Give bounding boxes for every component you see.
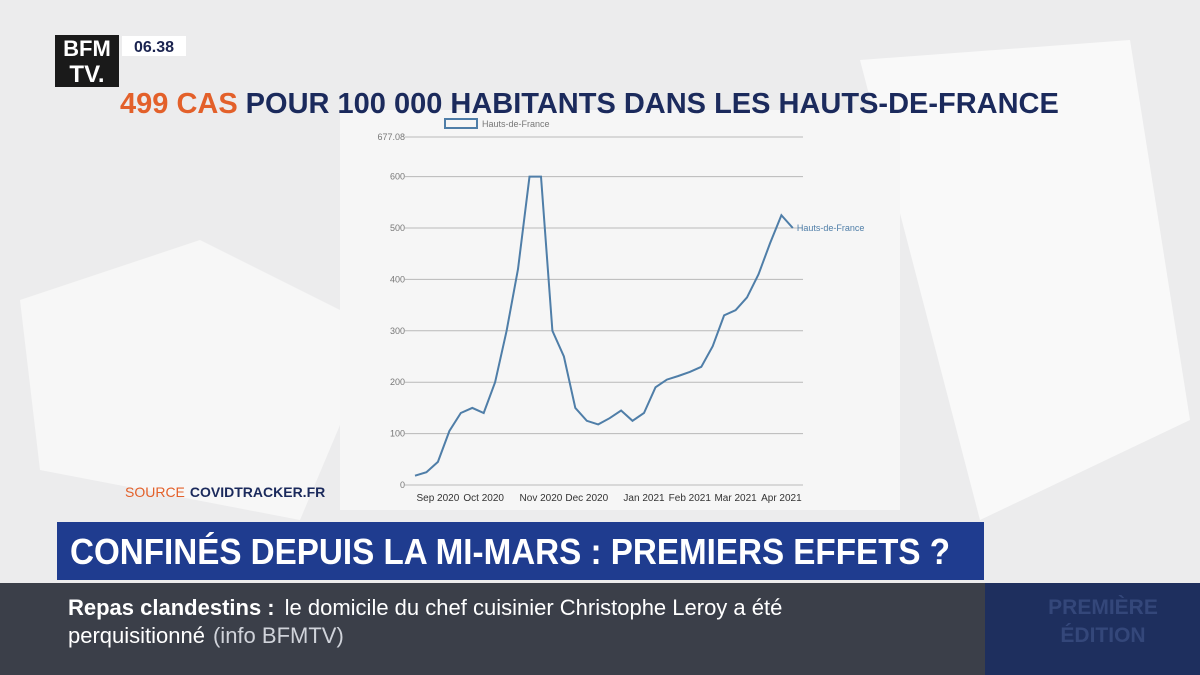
x-tick-label: Nov 2020 [520,493,563,504]
x-tick-label: Mar 2021 [714,493,757,504]
ticker-lead: Repas clandestins : [68,595,275,620]
logo-bottom: TV. [69,61,104,88]
x-tick-label: Jan 2021 [623,493,665,504]
show-box [980,583,1200,675]
chart-panel [340,110,900,510]
time-box [122,36,186,56]
ticker-band [0,583,985,675]
logo-top: BFM [63,36,111,61]
x-tick-label: Sep 2020 [416,493,459,504]
x-tick-label: Oct 2020 [463,493,504,504]
y-tick-label: 677.08 [377,132,405,142]
x-tick-label: Apr 2021 [761,493,802,504]
show-name: PREMIÈRE [1048,596,1158,619]
y-tick-label: 400 [390,274,405,284]
y-tick-label: 500 [390,223,405,233]
x-tick-label: Feb 2021 [669,493,712,504]
headline-highlight: 499 CAS [120,88,238,120]
legend-label: Hauts-de-France [482,119,550,129]
source: SOURCE COVIDTRACKER.FR [125,484,325,500]
source-label: SOURCE [125,484,185,500]
backdrop-shape [20,240,380,520]
ticker-line: perquisitionné (info BFMTV) [68,623,344,648]
y-tick-label: 200 [390,377,405,387]
banner-box [57,522,984,580]
line [414,175,794,477]
ticker-text: le domicile du chef cuisinier Christophe… [285,595,783,620]
ticker-line: Repas clandestins : le domicile du chef c… [68,595,782,620]
y-tick-label: 0 [400,480,405,490]
y-tick-label: 300 [390,326,405,336]
source-name: COVIDTRACKER.FR [190,484,325,500]
headline-text: POUR 100 000 HABITANTS DANS LES HAUTS-DE… [246,88,1059,120]
legend-swatch [444,118,478,129]
backdrop-shape [860,40,1190,520]
show-name: ÉDITION [1060,624,1145,647]
ticker-credit: (info BFMTV) [213,623,344,648]
x-tick-label: Dec 2020 [565,493,608,504]
ticker-text: perquisitionné [68,623,205,648]
y-tick-label: 100 [390,429,405,439]
clock: 06.38 [134,39,174,56]
headline: 499 CAS POUR 100 000 HABITANTS DANS LES H… [120,88,1059,120]
banner-text: CONFINÉS DEPUIS LA MI-MARS : PREMIERS EF… [70,531,950,572]
end-label: Hauts-de-France [797,223,865,233]
y-tick-label: 600 [390,172,405,182]
logo-box [55,35,119,87]
